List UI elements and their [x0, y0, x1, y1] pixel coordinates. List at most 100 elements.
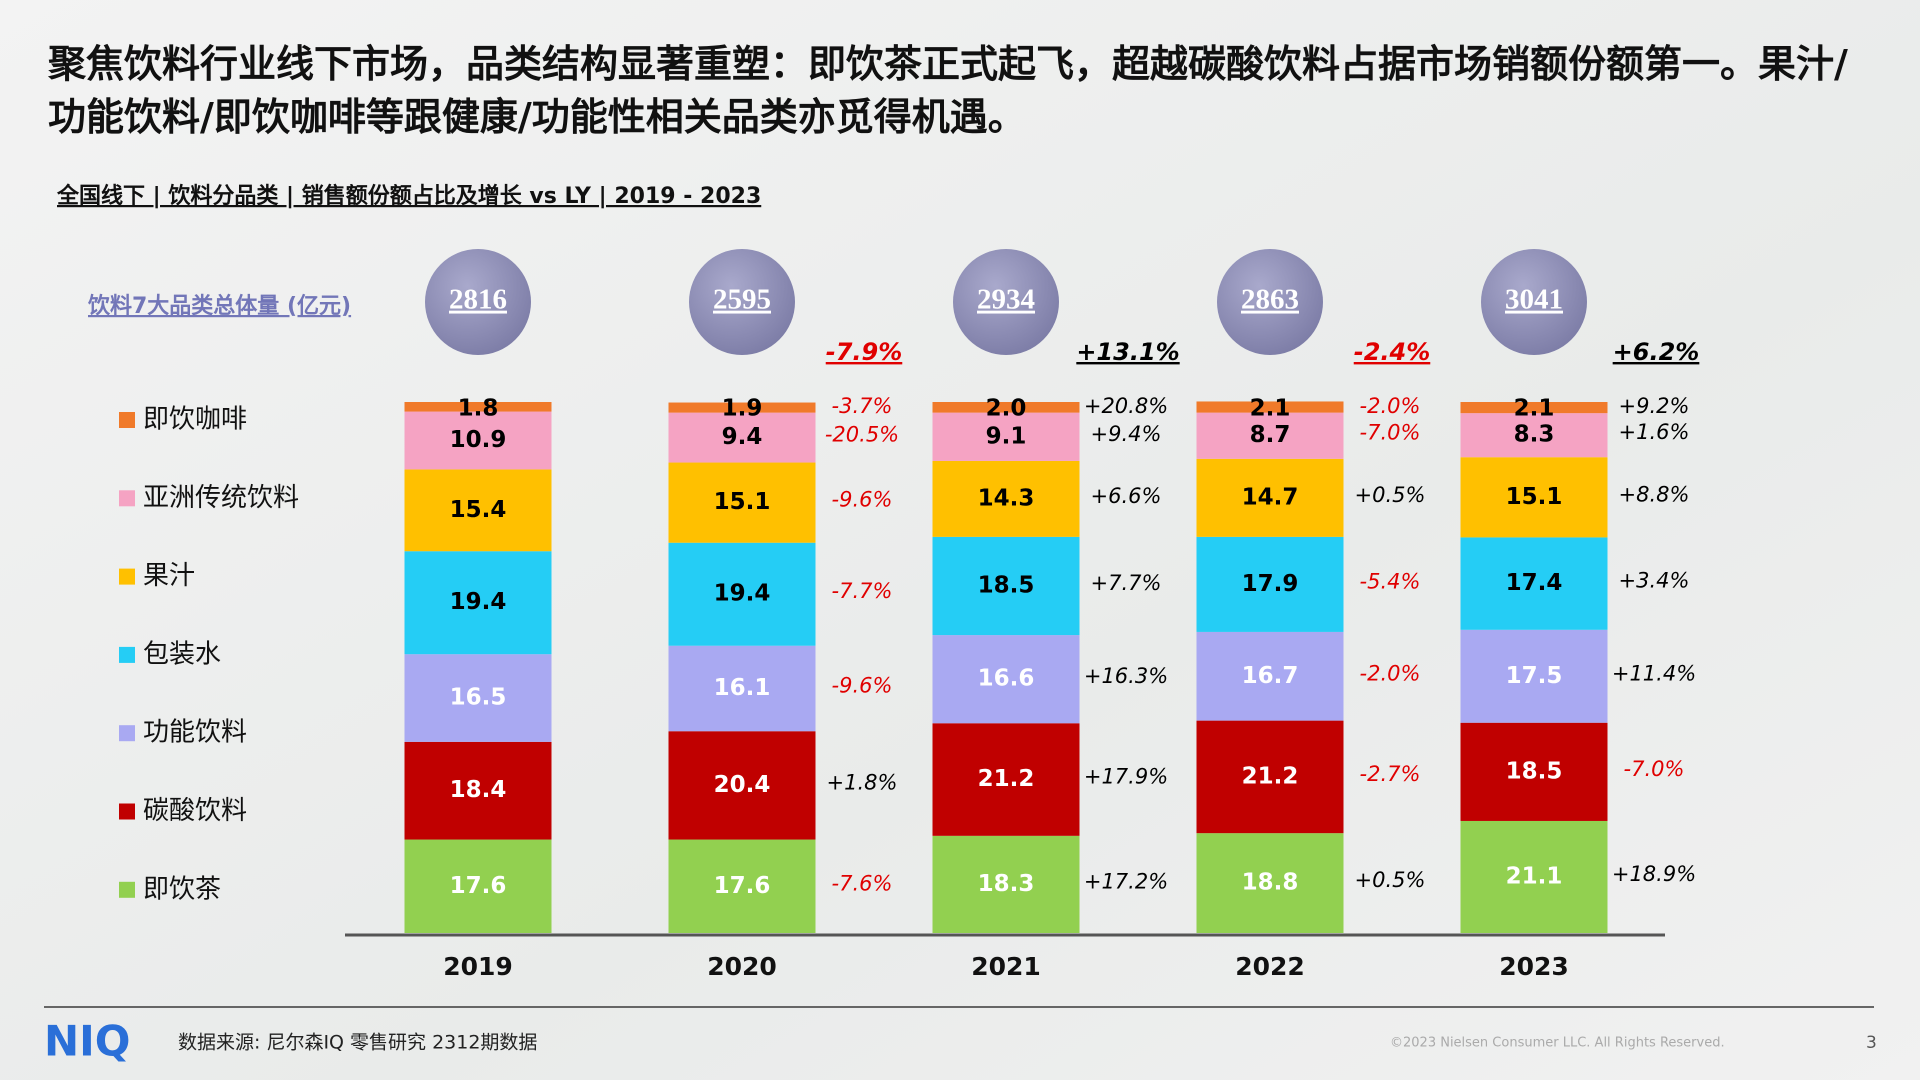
bar-segment [1196, 458, 1344, 537]
growth-label: +20.8% [1084, 394, 1168, 418]
value-label: 2.0 [986, 396, 1027, 422]
growth-label: +9.4% [1091, 422, 1162, 446]
logo: NIQ [44, 1017, 130, 1066]
value-label: 18.5 [978, 572, 1035, 598]
legend-label: 即饮咖啡 [143, 405, 247, 435]
growth-label: +7.7% [1091, 571, 1162, 595]
bar-segment [1196, 631, 1344, 721]
value-label: 17.5 [1506, 663, 1563, 689]
value-label: 9.4 [722, 424, 763, 450]
value-label: 2.1 [1514, 396, 1555, 422]
bar-segment [1460, 537, 1608, 630]
bar-segment [1460, 457, 1608, 538]
total-circle [689, 249, 795, 355]
legend-swatch [119, 568, 135, 585]
bar-segment [932, 412, 1080, 461]
total-value: 3041 [1505, 284, 1563, 316]
growth-label: -7.7% [832, 579, 893, 603]
value-label: 17.6 [450, 873, 507, 899]
value-label: 18.3 [978, 871, 1035, 897]
total-label: 饮料7大品类总体量 (亿元) [87, 293, 351, 319]
bar-segment [404, 551, 552, 655]
legend-swatch [119, 881, 135, 898]
growth-label: -20.5% [825, 423, 899, 447]
bar-segment [668, 462, 816, 543]
value-label: 2.1 [1250, 396, 1291, 422]
bar-segment [1196, 720, 1344, 834]
bar-segment [668, 542, 816, 646]
value-label: 8.7 [1250, 422, 1291, 448]
title-box: 聚焦饮料行业线下市场，品类结构显著重塑：即饮茶正式起飞，超越碳酸饮料占据市场销额… [48, 42, 1848, 139]
bar-segment [932, 635, 1080, 724]
value-label: 14.7 [1242, 484, 1299, 510]
growth-label: -2.7% [1360, 762, 1421, 786]
total-growth: -7.9% [826, 338, 903, 366]
growth-label: -7.0% [1624, 757, 1685, 781]
bar-segment [932, 460, 1080, 537]
value-label: 16.5 [450, 685, 507, 711]
total-circle [425, 249, 531, 355]
total-value: 2934 [977, 284, 1035, 316]
total-value: 2816 [449, 284, 507, 316]
growth-label: -2.0% [1360, 394, 1421, 418]
bar-segment [404, 469, 552, 552]
bar-segment [404, 411, 552, 470]
value-label: 17.4 [1506, 570, 1563, 596]
value-label: 21.2 [978, 766, 1035, 792]
total-growth: +6.2% [1613, 338, 1700, 366]
bar-segment [404, 839, 552, 933]
growth-label: +0.5% [1355, 868, 1426, 892]
value-label: 8.3 [1514, 422, 1555, 448]
value-label: 15.1 [1506, 484, 1563, 510]
source: 数据来源: 尼尔森IQ 零售研究 2312期数据 [178, 1032, 537, 1054]
value-label: 15.1 [714, 489, 771, 515]
x-tick-label: 2021 [971, 952, 1041, 981]
bar-segment [932, 723, 1080, 836]
value-label: 15.4 [450, 497, 507, 523]
growth-label: +9.2% [1619, 394, 1690, 418]
growth-label: +8.8% [1619, 482, 1690, 506]
value-label: 19.4 [714, 581, 771, 607]
bar-segment [668, 731, 816, 840]
value-label: 20.4 [714, 772, 771, 798]
value-label: 16.1 [714, 675, 771, 701]
bar-segment [1196, 401, 1344, 413]
bar-segment [1460, 722, 1608, 821]
growth-label: +3.4% [1619, 569, 1690, 593]
value-label: 17.9 [1242, 571, 1299, 597]
x-tick-label: 2022 [1235, 952, 1305, 981]
growth-label: +17.9% [1084, 765, 1168, 789]
growth-label: +0.5% [1355, 483, 1426, 507]
growth-label: +16.3% [1084, 664, 1168, 688]
value-label: 10.9 [450, 427, 507, 453]
bar-segment [1196, 536, 1344, 632]
legend-swatch [119, 646, 135, 663]
bar-segment [1196, 833, 1344, 933]
bar-segment [1196, 412, 1344, 459]
bar-segment [668, 402, 816, 413]
value-label: 19.4 [450, 589, 507, 615]
value-label: 21.1 [1506, 863, 1563, 889]
x-tick-label: 2023 [1499, 952, 1569, 981]
bar-segment [668, 412, 816, 463]
x-tick-label: 2020 [707, 952, 777, 981]
bar-segment [1460, 402, 1608, 414]
growth-label: +11.4% [1612, 661, 1696, 685]
value-label: 21.2 [1242, 763, 1299, 789]
growth-label: -9.6% [832, 673, 893, 697]
subtitle: 全国线下 | 饮料分品类 | 销售额份额占比及增长 vs LY | 2019 -… [56, 183, 761, 209]
legend-label: 碳酸饮料 [143, 796, 247, 826]
legend-swatch [119, 803, 135, 820]
total-circle [1481, 249, 1587, 355]
value-label: 18.4 [450, 777, 507, 803]
total-growth: +13.1% [1076, 338, 1179, 366]
bar-segment [404, 402, 552, 412]
growth-label: +6.6% [1091, 484, 1162, 508]
bar-segment [1460, 413, 1608, 458]
growth-label: +1.8% [827, 770, 898, 794]
legend-label: 包装水 [143, 639, 221, 669]
growth-label: -3.7% [832, 394, 893, 418]
value-label: 18.8 [1242, 870, 1299, 896]
bar-segment [404, 741, 552, 840]
